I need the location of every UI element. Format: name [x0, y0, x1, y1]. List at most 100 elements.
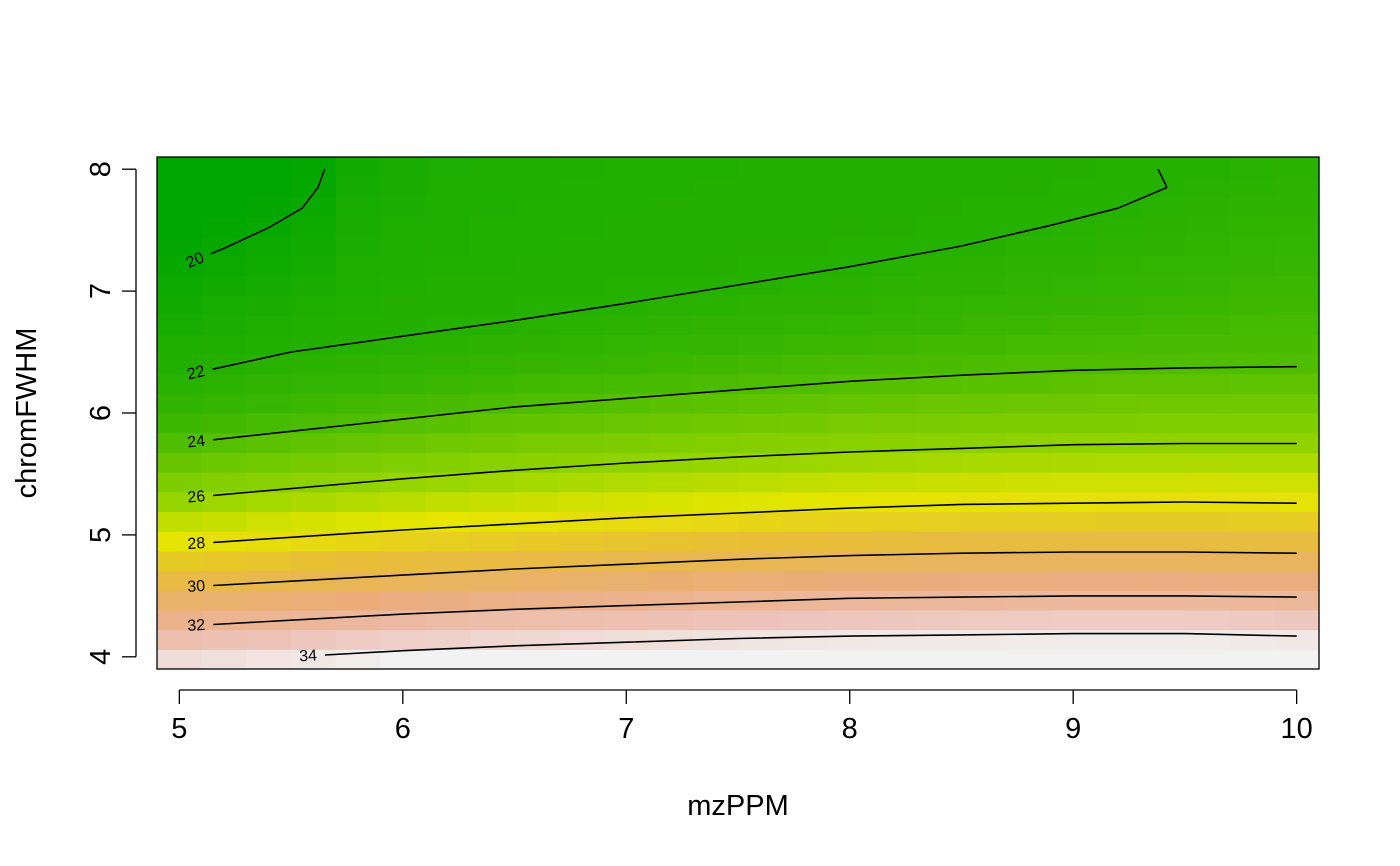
heatmap-cell: [1095, 570, 1141, 591]
heatmap-cell: [425, 550, 471, 572]
heatmap-cell: [559, 629, 605, 650]
heatmap-cell: [514, 255, 560, 276]
heatmap-cell: [514, 531, 560, 552]
heatmap-cell: [872, 570, 918, 591]
heatmap-cell: [961, 334, 1007, 355]
heatmap-cell: [201, 491, 247, 513]
heatmap-cell: [1095, 472, 1141, 493]
heatmap-cell: [1006, 432, 1052, 453]
heatmap-cell: [559, 432, 605, 453]
heatmap-cell: [559, 472, 605, 493]
heatmap-cell: [1095, 334, 1141, 355]
heatmap-cell: [1050, 176, 1097, 197]
heatmap-cell: [246, 570, 292, 591]
heatmap-cell: [1050, 255, 1097, 276]
heatmap-cell: [1274, 314, 1320, 335]
heatmap-cell: [246, 373, 292, 394]
heatmap-cell: [1184, 275, 1231, 296]
y-tick-label: 8: [85, 161, 117, 177]
heatmap-cell: [246, 432, 292, 453]
heatmap-cell: [1006, 629, 1052, 650]
heatmap-cell: [648, 570, 694, 591]
heatmap-cell: [1050, 609, 1097, 631]
heatmap-cell: [380, 353, 426, 375]
heatmap-cell: [157, 157, 203, 178]
heatmap-cell: [693, 649, 739, 670]
heatmap-cell: [1184, 353, 1231, 375]
heatmap-cell: [648, 550, 694, 572]
heatmap-cell: [1140, 629, 1186, 650]
heatmap-cell: [1274, 609, 1320, 631]
heatmap-cell: [961, 275, 1007, 296]
heatmap-cell: [1006, 491, 1052, 513]
heatmap-cell: [1140, 649, 1186, 670]
heatmap-cell: [1095, 649, 1141, 670]
heatmap-cell: [1274, 649, 1320, 670]
heatmap-cell: [201, 590, 247, 611]
y-axis-title: chromFWHM: [11, 328, 43, 499]
heatmap-cell: [603, 176, 650, 197]
heatmap-cell: [603, 235, 650, 257]
heatmap-cell: [603, 413, 650, 434]
heatmap-cell: [782, 235, 828, 257]
contour-label-30: 30: [187, 578, 206, 596]
heatmap-cell: [648, 609, 694, 631]
heatmap-cell: [693, 570, 739, 591]
heatmap-cell: [157, 511, 203, 532]
heatmap-cell: [961, 570, 1007, 591]
heatmap-cell: [1140, 393, 1186, 414]
heatmap-cell: [961, 196, 1007, 217]
heatmap-cell: [961, 531, 1007, 552]
heatmap-cell: [603, 393, 650, 414]
heatmap-cell: [514, 216, 560, 237]
heatmap-cell: [469, 550, 516, 572]
heatmap-cell: [425, 314, 471, 335]
heatmap-cell: [916, 314, 963, 335]
heatmap-cell: [916, 275, 963, 296]
heatmap-cell: [1095, 452, 1141, 473]
heatmap-cell: [1050, 373, 1097, 394]
heatmap-cell: [827, 393, 873, 414]
heatmap-cell: [961, 649, 1007, 670]
heatmap-cell: [961, 413, 1007, 434]
heatmap-cell: [648, 649, 694, 670]
heatmap-cell: [693, 491, 739, 513]
heatmap-cell: [738, 393, 784, 414]
heatmap-cell: [827, 531, 873, 552]
heatmap-cell: [1229, 275, 1275, 296]
heatmap-cell: [246, 413, 292, 434]
heatmap-cell: [648, 413, 694, 434]
heatmap-cell: [246, 629, 292, 650]
heatmap-cell: [827, 176, 873, 197]
heatmap-cell: [782, 255, 828, 276]
heatmap-cell: [201, 609, 247, 631]
heatmap-cell: [1050, 353, 1097, 375]
heatmap-cell: [514, 176, 560, 197]
heatmap-cell: [738, 196, 784, 217]
heatmap-cell: [916, 609, 963, 631]
heatmap-cell: [872, 157, 918, 178]
heatmap-cell: [1274, 294, 1320, 316]
heatmap-cell: [648, 275, 694, 296]
heatmap-cell: [1140, 531, 1186, 552]
heatmap-cell: [514, 590, 560, 611]
heatmap-cell: [872, 629, 918, 650]
heatmap-cell: [425, 491, 471, 513]
heatmap-cell: [1229, 235, 1275, 257]
heatmap-cell: [693, 413, 739, 434]
heatmap-cell: [469, 590, 516, 611]
heatmap-cell: [291, 196, 337, 217]
heatmap-cell: [1006, 550, 1052, 572]
heatmap-cell: [693, 216, 739, 237]
heatmap-cell: [380, 373, 426, 394]
heatmap-cell: [693, 373, 739, 394]
heatmap-cell: [380, 452, 426, 473]
heatmap-cell: [291, 393, 337, 414]
heatmap-cell: [1184, 255, 1231, 276]
heatmap-cell: [827, 294, 873, 316]
heatmap-cell: [380, 216, 426, 237]
x-tick-label: 10: [1281, 713, 1313, 745]
x-tick-label: 7: [618, 713, 634, 745]
heatmap-cell: [1229, 216, 1275, 237]
heatmap-cell: [559, 609, 605, 631]
